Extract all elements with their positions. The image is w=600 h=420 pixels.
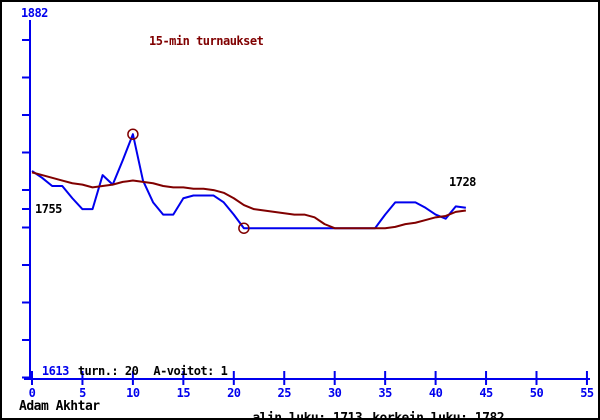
- rating-range-summary: alin luku: 1713 korkein luku: 1782: [223, 401, 505, 420]
- low-marker: [238, 222, 250, 234]
- peak-marker: [127, 128, 139, 140]
- player-name: Adam Akhtar: [19, 399, 100, 414]
- x-tick-label: 30: [327, 386, 342, 400]
- x-tick-label: 20: [227, 386, 241, 400]
- end-value-label: 1728: [449, 175, 476, 189]
- stats-line: 1613 turn.: 20 A-voitot: 1: [15, 353, 228, 389]
- x-tick-label: 15: [176, 386, 191, 400]
- x-tick-label: 55: [580, 386, 594, 400]
- x-tick-label: 10: [126, 386, 140, 400]
- x-tick-label: 5: [79, 386, 86, 400]
- y-axis-top-label: 1882: [21, 6, 48, 20]
- start-value-label: 1755: [35, 202, 62, 216]
- rating-line: [31, 133, 467, 230]
- x-tick-label: 40: [428, 386, 443, 400]
- lowest-value-text: alin luku: 1713: [252, 411, 363, 420]
- tournaments-count-label: turn.: 20: [77, 364, 139, 378]
- y-axis-bottom-label: 1613: [41, 364, 69, 378]
- x-tick-label: 45: [479, 386, 493, 400]
- x-tick-label: 25: [277, 386, 292, 400]
- x-tick-label: 0: [28, 386, 36, 400]
- a-wins-label: A-voitot: 1: [153, 364, 228, 378]
- highest-value-text: korkein luku: 1782: [372, 411, 505, 420]
- chart-title: 15-min turnaukset: [149, 34, 264, 48]
- average-line: [31, 171, 467, 230]
- x-tick-label: 50: [529, 386, 544, 400]
- x-tick-label: 35: [378, 386, 392, 400]
